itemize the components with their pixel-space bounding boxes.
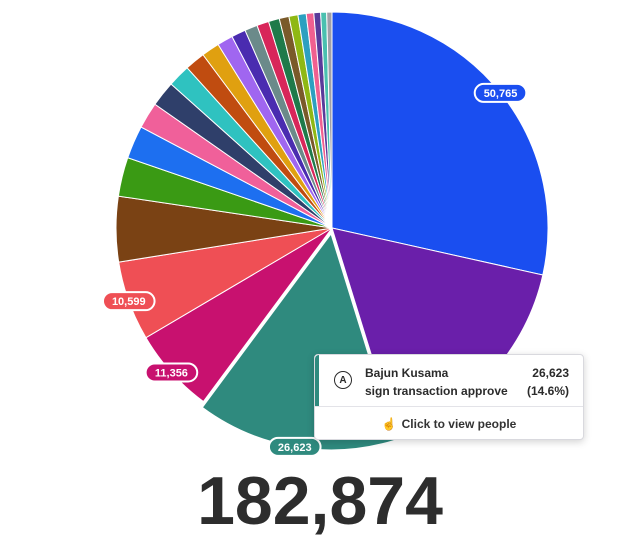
- view-people-button[interactable]: ☝ Click to view people: [315, 407, 583, 440]
- pie-slice[interactable]: [326, 11, 333, 229]
- data-label: 50,765: [473, 82, 528, 103]
- view-people-label: Click to view people: [401, 416, 517, 431]
- data-label: 26,623: [267, 436, 322, 457]
- data-label-pill: [101, 291, 156, 312]
- data-label: 11,356: [144, 362, 199, 383]
- pie-slices: [115, 11, 549, 451]
- data-label-text: 11,356: [155, 367, 188, 379]
- tooltip-percent: (14.6%): [526, 384, 569, 398]
- data-label: 10,599: [101, 291, 156, 312]
- data-label-text: 26,623: [278, 442, 312, 454]
- event-badge-icon: A: [334, 371, 352, 389]
- data-label-text: 50,765: [484, 88, 518, 100]
- pie-data-labels: 50,765 26,623 11,356 10,599: [101, 82, 528, 457]
- tooltip-divider: [315, 406, 583, 407]
- tooltip-value: 26,623: [532, 366, 569, 380]
- tooltip-accent-bar: [315, 355, 319, 406]
- data-label-pill: [473, 82, 528, 103]
- data-label-pill: [267, 436, 322, 457]
- total-count: 182,874: [197, 463, 443, 539]
- tooltip-series-name: Bajun Kusama: [365, 366, 449, 380]
- data-label-text: 10,599: [112, 296, 146, 308]
- slice-tooltip: A Bajun Kusama sign transaction approve …: [314, 354, 584, 440]
- data-label-pill: [144, 362, 199, 383]
- tooltip-event-name: sign transaction approve: [365, 384, 508, 398]
- pointer-hand-icon: ☝: [381, 416, 397, 431]
